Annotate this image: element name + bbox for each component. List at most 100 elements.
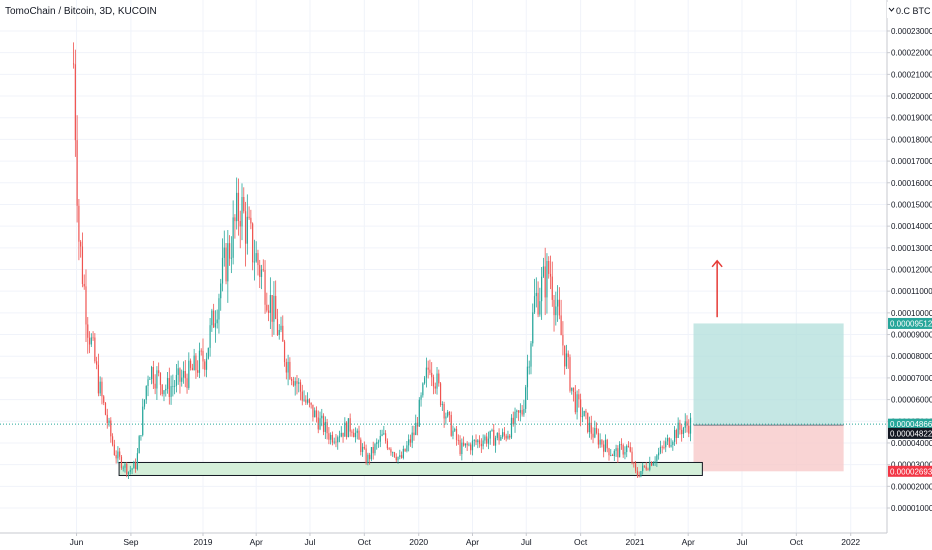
candle [551,261,553,307]
candle [576,390,578,420]
candle [152,360,154,389]
candle [397,456,399,464]
candle [436,367,438,395]
y-tick-label: 0.00014000 [891,222,932,231]
candle [111,433,114,447]
candle [307,392,309,405]
candle [615,444,617,457]
candle [223,230,225,267]
candle [296,374,298,395]
candle [83,274,85,290]
y-tick-label: 0.00002000 [891,482,932,491]
candle [640,471,642,478]
candle [108,417,110,427]
candle [438,369,440,387]
candle [184,360,186,388]
candle [486,432,488,447]
candle [150,365,153,385]
candle [682,426,685,438]
candle [209,317,211,357]
x-tick-label: Apr [466,537,479,547]
candle [443,401,445,428]
scale-settings-label: 0.C BTC 100 [896,6,932,16]
candle [532,303,534,347]
candle [170,375,172,405]
x-tick-label: 2022 [841,537,860,547]
candle [656,454,658,467]
candle [88,331,91,354]
candle [668,437,670,449]
candle [252,222,254,271]
candle [574,385,576,415]
candle [241,183,243,241]
candle [133,460,135,469]
candle [122,465,124,472]
candle [627,441,630,448]
candle [80,239,82,258]
candle [592,427,594,444]
candle [535,277,537,308]
x-tick-label: 2019 [194,537,213,547]
candle [431,362,433,387]
candle [225,242,227,285]
candle [87,317,89,354]
candle [250,209,252,230]
candle [90,333,92,348]
candle [365,444,367,465]
candle [608,447,610,461]
candle [374,442,376,456]
candle [188,352,190,390]
y-tick-label: 0.00012000 [891,266,932,275]
candle [544,247,546,316]
candle [317,410,319,434]
candle [110,417,112,443]
scale-settings-button[interactable]: 0.C BTC 100 [887,2,932,18]
time-axis[interactable]: Jun Sep 2019 Apr Jul Oct 2020 Apr Jul Oct 2021 Apr J… [70,533,861,547]
candle [363,441,365,450]
candle [468,442,470,447]
candle [578,388,580,408]
candle [580,393,582,427]
candle [360,437,362,456]
candle [326,418,328,440]
candle [581,407,584,423]
support-zone-rectangle[interactable] [118,461,703,476]
candle [168,367,170,405]
candle [154,374,156,395]
candle [526,354,529,400]
candle [186,373,188,394]
candle [138,434,140,454]
candle [253,239,256,281]
candle [351,429,353,437]
candle [475,434,477,446]
chart-title: TomoChain / Bitcoin, 3D, KUCOIN [5,6,157,17]
candle [287,354,289,386]
target-price-tag: 0.00009512 [888,317,932,329]
candle [670,438,672,448]
candle [342,432,344,443]
candle [525,384,527,413]
profit-zone[interactable] [693,323,844,426]
candle [165,384,167,397]
candle [140,434,142,441]
candle [145,385,147,404]
candle [595,422,598,435]
candle [166,371,169,394]
candle [379,429,381,448]
candle [399,449,401,460]
y-tick-label: 0.00021000 [891,70,932,79]
candle [613,449,615,461]
candle [149,376,151,380]
candle [487,431,490,450]
candle [115,450,117,464]
candle [477,439,479,449]
candle [181,369,183,387]
candle [76,115,78,223]
candle [143,399,146,410]
loss-zone[interactable] [693,425,844,472]
price-axis[interactable]: 0.00001000 0.00002000 0.00003000 0.00004000… [887,27,932,513]
candle [448,411,451,423]
candle [74,49,76,157]
candle [478,435,481,448]
